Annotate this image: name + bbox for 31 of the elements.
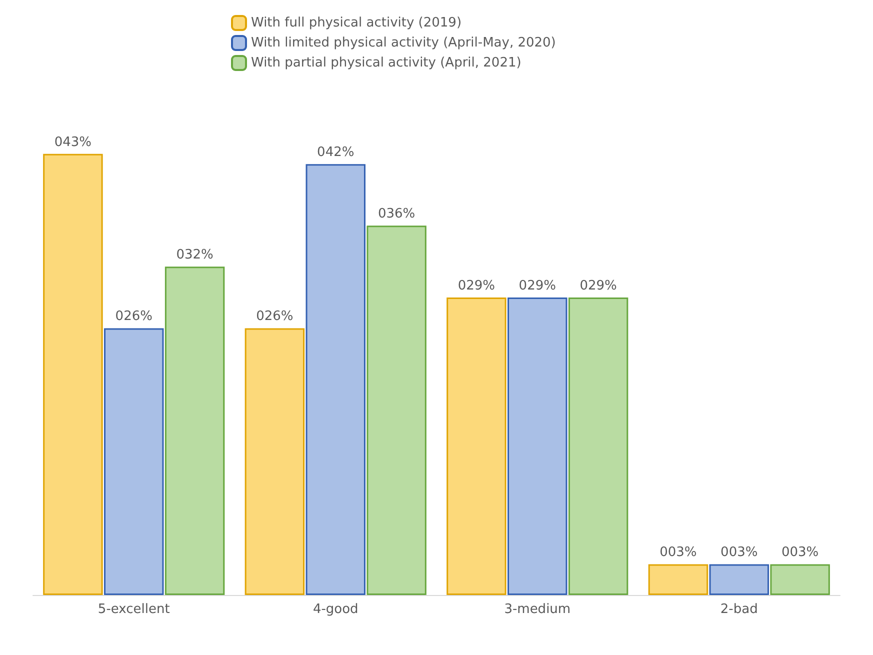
legend-label: With full physical activity (2019) [251, 16, 462, 30]
legend-label: With limited physical activity (April-May, 2020) [251, 36, 556, 50]
data-label: 032% [176, 248, 214, 263]
bar [164, 266, 225, 595]
bar [648, 564, 708, 595]
data-label: 036% [378, 206, 416, 222]
bar [446, 297, 506, 595]
legend-label: With partial physical activity (April, 2021) [251, 56, 522, 70]
data-label: 029% [458, 278, 496, 294]
data-label: 043% [54, 134, 92, 150]
data-label: 003% [660, 545, 697, 560]
data-label: 003% [781, 545, 819, 560]
x-tick-label: 4-good [312, 602, 358, 617]
x-tick-label: 2-bad [720, 602, 758, 617]
bar [568, 297, 628, 595]
bar [306, 164, 366, 595]
bar [508, 297, 568, 595]
bar [43, 154, 103, 595]
x-tick-label: 3-medium [504, 602, 571, 617]
data-label: 029% [518, 278, 556, 294]
bar [244, 328, 305, 595]
data-label: 042% [317, 145, 354, 160]
data-label: 003% [720, 545, 758, 560]
bar [104, 328, 164, 595]
data-label: 029% [580, 278, 617, 294]
data-label: 026% [115, 309, 152, 324]
x-tick-label: 5-excellent [98, 602, 170, 617]
bar [366, 226, 426, 595]
bar [770, 564, 830, 595]
bar [709, 564, 769, 595]
data-label: 026% [256, 309, 294, 324]
